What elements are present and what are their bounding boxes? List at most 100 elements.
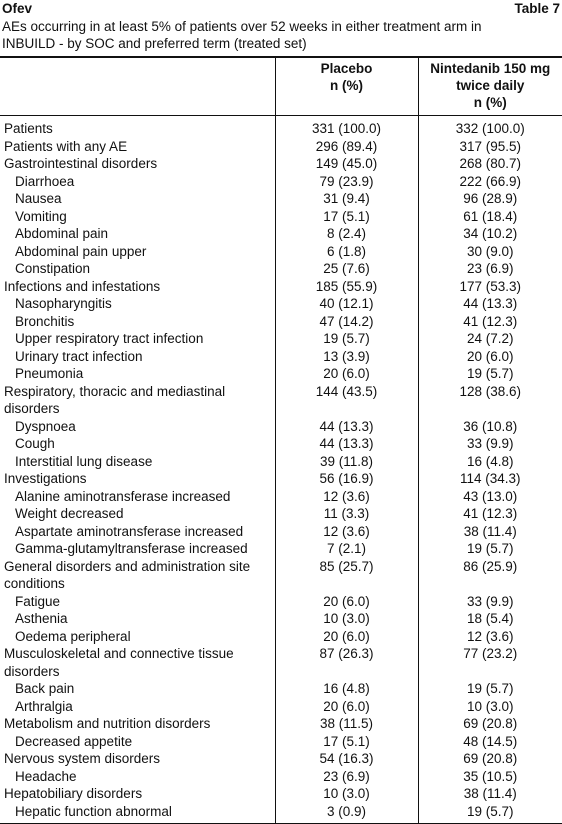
placebo-value: 31 (9.4): [274, 190, 418, 208]
nintedanib-value: 44 (13.3): [417, 295, 562, 313]
term-label: Constipation: [15, 261, 91, 276]
nintedanib-value: 128 (38.6): [417, 382, 562, 418]
nintedanib-value: 23 (6.9): [417, 260, 562, 278]
placebo-value: 44 (13.3): [274, 417, 418, 435]
nintedanib-value: 332 (100.0): [417, 115, 562, 138]
term-row: Abdominal pain upper 6 (1.8) 30 (9.0): [0, 242, 562, 260]
nintedanib-value: 19 (5.7): [417, 540, 562, 558]
soc-row: Patients with any AE 296 (89.4) 317 (95.5): [0, 137, 562, 155]
nintedanib-value: 10 (3.0): [417, 697, 562, 715]
nintedanib-value: 24 (7.2): [417, 330, 562, 348]
term-row: Headache 23 (6.9) 35 (10.5): [0, 767, 562, 785]
column-header-row: Placebo n (%) Nintedanib 150 mg twice dai…: [0, 57, 562, 116]
nintedanib-value: 222 (66.9): [417, 172, 562, 190]
nintedanib-value: 38 (11.4): [417, 785, 562, 803]
nintedanib-value: 43 (13.0): [417, 487, 562, 505]
nintedanib-value: 33 (9.9): [417, 592, 562, 610]
soc-row: Hepatobiliary disorders 10 (3.0) 38 (11.4): [0, 785, 562, 803]
column-header: [0, 57, 275, 116]
term-row: Constipation 25 (7.6) 23 (6.9): [0, 260, 562, 278]
term-row: Cough 44 (13.3) 33 (9.9): [0, 435, 562, 453]
nintedanib-value: 69 (20.8): [417, 715, 562, 733]
term-row: Alanine aminotransferase increased 12 (3.…: [0, 487, 562, 505]
placebo-value: 144 (43.5): [274, 382, 418, 418]
soc-row: Infections and infestations 185 (55.9) 177…: [0, 277, 562, 295]
brand: Ofev: [2, 1, 33, 16]
nintedanib-value: 41 (12.3): [417, 312, 562, 330]
nintedanib-value: 19 (5.7): [417, 802, 562, 824]
soc-row: Nervous system disorders 54 (16.3) 69 (20.…: [0, 750, 562, 768]
term-row: Oedema peripheral 20 (6.0) 12 (3.6): [0, 627, 562, 645]
row-label: Nervous system disorders: [4, 751, 161, 766]
placebo-value: 44 (13.3): [274, 435, 418, 453]
column-header: Placebo n (%): [274, 57, 418, 116]
placebo-value: 87 (26.3): [274, 645, 418, 680]
placebo-value: 79 (23.9): [274, 172, 418, 190]
row-label: Gastrointestinal disorders: [4, 156, 158, 171]
row-label: Hepatobiliary disorders: [4, 786, 143, 801]
term-row: Urinary tract infection 13 (3.9) 20 (6.0): [0, 347, 562, 365]
term-row: Fatigue 20 (6.0) 33 (9.9): [0, 592, 562, 610]
placebo-value: 20 (6.0): [274, 365, 418, 383]
placebo-value: 20 (6.0): [274, 697, 418, 715]
term-row: Hepatic function abnormal 3 (0.9) 19 (5.7): [0, 802, 562, 824]
term-label: Weight decreased: [15, 506, 124, 521]
placebo-value: 3 (0.9): [274, 802, 418, 824]
term-label: Fatigue: [15, 593, 61, 609]
term-label: Urinary tract infection: [15, 348, 143, 364]
placebo-value: 10 (3.0): [274, 785, 418, 803]
placebo-value: 39 (11.8): [274, 452, 418, 470]
placebo-value: 20 (6.0): [274, 592, 418, 610]
placebo-value: 20 (6.0): [274, 627, 418, 645]
placebo-value: 296 (89.4): [274, 137, 418, 155]
placebo-value: 11 (3.3): [274, 505, 418, 523]
soc-row: Respiratory, thoracic and mediastinal di…: [0, 382, 562, 418]
term-label: Cough: [15, 436, 55, 451]
nintedanib-value: 20 (6.0): [417, 347, 562, 365]
soc-row: Investigations 56 (16.9) 114 (34.3): [0, 470, 562, 488]
nintedanib-value: 317 (95.5): [417, 137, 562, 155]
term-row: Pneumonia 20 (6.0) 19 (5.7): [0, 365, 562, 383]
term-row: Nasopharyngitis 40 (12.1) 44 (13.3): [0, 295, 562, 313]
table-body: Patients 331 (100.0) 332 (100.0) Patients w…: [0, 115, 562, 824]
term-label: Gamma-glutamyltransferase increased: [15, 541, 248, 556]
row-label: Investigations: [4, 471, 87, 486]
term-row: Interstitial lung disease 39 (11.8) 16 (4.…: [0, 452, 562, 470]
term-label: Nausea: [15, 191, 62, 206]
row-label: Metabolism and nutrition disorders: [4, 716, 211, 731]
placebo-value: 8 (2.4): [274, 225, 418, 243]
row-label: Infections and infestations: [4, 278, 161, 294]
term-row: Abdominal pain 8 (2.4) 34 (10.2): [0, 225, 562, 243]
placebo-value: 331 (100.0): [274, 115, 418, 138]
term-row: Dyspnoea 44 (13.3) 36 (10.8): [0, 417, 562, 435]
term-row: Diarrhoea 79 (23.9) 222 (66.9): [0, 172, 562, 190]
row-label: Patients: [4, 121, 53, 136]
term-label: Aspartate aminotransferase increased: [15, 523, 244, 539]
column-name: Placebo: [320, 61, 373, 76]
placebo-value: 12 (3.6): [274, 487, 418, 505]
term-label: Abdominal pain upper: [15, 243, 147, 259]
header: Ofev Table 7: [0, 0, 562, 18]
term-label: Oedema peripheral: [15, 628, 131, 644]
placebo-value: 40 (12.1): [274, 295, 418, 313]
nintedanib-value: 16 (4.8): [417, 452, 562, 470]
term-label: Decreased appetite: [15, 733, 133, 749]
nintedanib-value: 268 (80.7): [417, 155, 562, 173]
placebo-value: 38 (11.5): [274, 715, 418, 733]
nintedanib-value: 34 (10.2): [417, 225, 562, 243]
nintedanib-value: 38 (11.4): [417, 522, 562, 540]
term-row: Bronchitis 47 (14.2) 41 (12.3): [0, 312, 562, 330]
term-label: Hepatic function abnormal: [15, 803, 172, 819]
term-row: Nausea 31 (9.4) 96 (28.9): [0, 190, 562, 208]
soc-row: Patients 331 (100.0) 332 (100.0): [0, 115, 562, 138]
term-label: Alanine aminotransferase increased: [15, 488, 231, 504]
term-label: Nasopharyngitis: [15, 296, 112, 311]
term-label: Abdominal pain: [15, 226, 109, 241]
term-label: Interstitial lung disease: [15, 453, 153, 469]
term-label: Upper respiratory tract infection: [15, 331, 204, 346]
nintedanib-value: 177 (53.3): [417, 277, 562, 295]
soc-row: Metabolism and nutrition disorders 38 (11…: [0, 715, 562, 733]
nintedanib-value: 61 (18.4): [417, 207, 562, 225]
term-label: Asthenia: [15, 611, 68, 626]
